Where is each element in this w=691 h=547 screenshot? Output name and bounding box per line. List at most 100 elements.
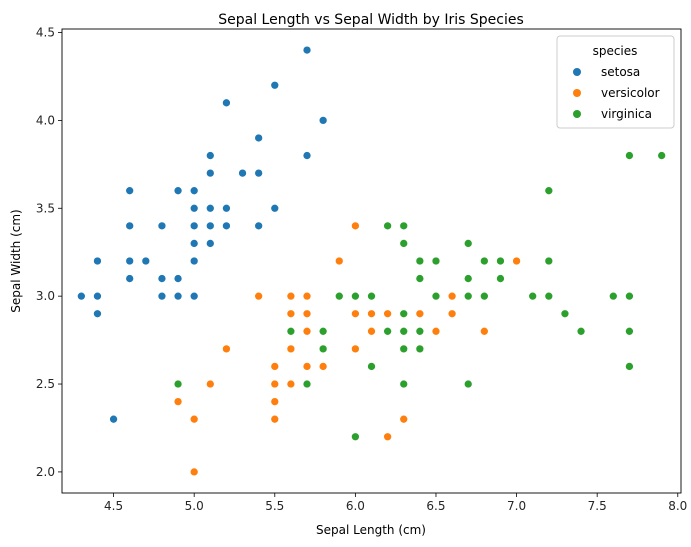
plot-frame <box>61 28 682 494</box>
point-setosa <box>125 256 135 266</box>
point-setosa <box>93 291 102 301</box>
legend-title: species <box>593 44 638 58</box>
point-setosa <box>222 98 231 108</box>
point-setosa <box>93 309 102 319</box>
point-versicolor <box>512 256 521 266</box>
point-setosa <box>222 203 231 213</box>
point-virginica <box>399 344 409 354</box>
point-setosa <box>254 221 264 231</box>
point-versicolor <box>286 309 296 319</box>
point-versicolor <box>367 326 376 336</box>
point-virginica <box>173 379 183 389</box>
point-virginica <box>351 291 360 301</box>
point-setosa <box>189 256 199 266</box>
point-virginica <box>431 291 441 301</box>
point-virginica <box>351 432 360 442</box>
x-tick-label: 5.0 <box>185 499 204 513</box>
point-virginica <box>383 326 392 336</box>
point-virginica <box>496 256 505 266</box>
legend-box <box>556 35 675 129</box>
y-tick-label: 4.5 <box>36 26 55 40</box>
point-setosa <box>205 239 215 248</box>
point-virginica <box>496 274 505 283</box>
point-setosa <box>222 221 231 231</box>
point-setosa <box>205 168 215 178</box>
point-virginica <box>399 379 409 389</box>
legend-entry-setosa: setosa <box>601 65 640 79</box>
y-tick-label: 3.0 <box>36 289 55 303</box>
point-setosa <box>205 151 215 160</box>
point-virginica <box>399 309 409 319</box>
point-versicolor <box>415 309 425 319</box>
legend-entry-versicolor: versicolor <box>601 86 660 100</box>
point-virginica <box>544 291 554 301</box>
point-setosa <box>302 45 312 55</box>
x-axis-label: Sepal Length (cm) <box>316 523 426 537</box>
x-tick-label: 4.5 <box>104 499 123 513</box>
point-virginica <box>399 239 409 248</box>
point-virginica <box>367 362 376 371</box>
x-tick-label: 6.0 <box>346 499 365 513</box>
x-tick-label: 7.0 <box>507 499 526 513</box>
point-virginica <box>657 151 667 160</box>
point-virginica <box>625 326 634 336</box>
point-setosa <box>125 221 135 231</box>
point-virginica <box>302 379 312 389</box>
point-versicolor <box>270 379 280 389</box>
y-tick-label: 2.5 <box>36 377 55 391</box>
point-virginica <box>383 221 392 231</box>
point-setosa <box>173 274 183 283</box>
point-versicolor <box>383 432 392 442</box>
point-setosa <box>125 186 135 196</box>
point-virginica <box>625 362 634 371</box>
data-points <box>76 45 667 477</box>
point-virginica <box>415 344 425 354</box>
point-versicolor <box>447 309 457 319</box>
point-versicolor <box>383 309 392 319</box>
point-virginica <box>528 291 538 301</box>
point-virginica <box>608 291 618 301</box>
point-versicolor <box>351 309 360 319</box>
point-virginica <box>318 344 328 354</box>
point-versicolor <box>302 291 312 301</box>
point-versicolor <box>205 379 215 389</box>
point-setosa <box>189 239 199 248</box>
point-virginica <box>625 151 634 160</box>
x-tick-label: 6.5 <box>426 499 445 513</box>
point-setosa <box>205 203 215 213</box>
point-setosa <box>141 256 151 266</box>
point-virginica <box>431 256 441 266</box>
point-setosa <box>125 274 135 283</box>
point-virginica <box>286 326 296 336</box>
point-versicolor <box>399 414 409 424</box>
point-setosa <box>254 133 264 143</box>
point-virginica <box>415 326 425 336</box>
point-virginica <box>415 256 425 266</box>
point-versicolor <box>270 397 280 406</box>
y-tick-label: 4.0 <box>36 113 55 127</box>
point-versicolor <box>254 291 264 301</box>
chart-title: Sepal Length vs Sepal Width by Iris Spec… <box>218 12 524 28</box>
point-versicolor <box>222 344 231 354</box>
point-versicolor <box>479 326 489 336</box>
point-setosa <box>189 186 199 196</box>
point-virginica <box>399 221 409 231</box>
point-versicolor <box>270 414 280 424</box>
point-versicolor <box>334 256 344 266</box>
point-versicolor <box>286 291 296 301</box>
point-setosa <box>76 291 86 301</box>
point-setosa <box>238 168 247 178</box>
point-setosa <box>270 80 280 90</box>
point-setosa <box>157 274 167 283</box>
point-virginica <box>399 326 409 336</box>
point-virginica <box>415 274 425 283</box>
point-versicolor <box>302 362 312 371</box>
y-tick-label: 3.5 <box>36 201 55 215</box>
point-virginica <box>367 291 376 301</box>
point-setosa <box>189 203 199 213</box>
point-setosa <box>157 221 167 231</box>
point-setosa <box>270 203 280 213</box>
point-setosa <box>173 291 183 301</box>
point-virginica <box>576 326 586 336</box>
